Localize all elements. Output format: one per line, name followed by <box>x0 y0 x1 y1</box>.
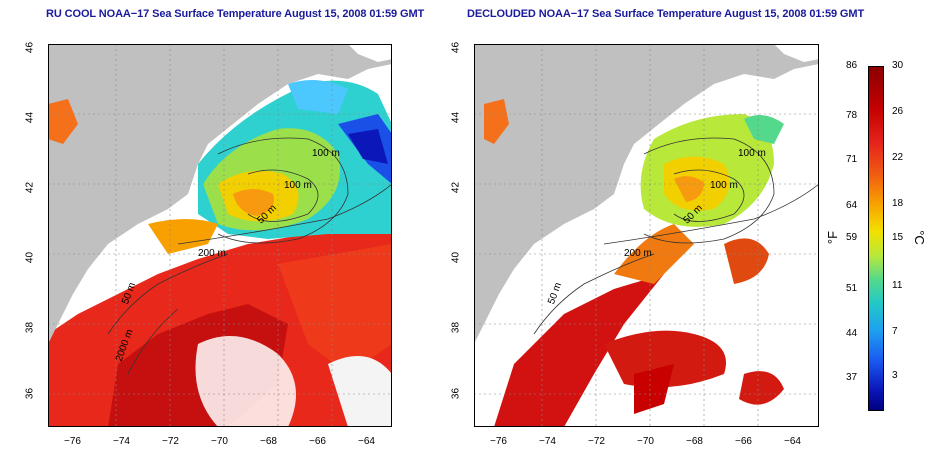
x-tick-label: −74 <box>539 436 556 447</box>
colorbar-f-tick: 86 <box>846 60 858 71</box>
colorbar-f-tick: 71 <box>846 154 858 165</box>
y-tick-label: 36 <box>450 387 462 400</box>
y-tick-label: 40 <box>450 251 462 264</box>
x-tick-label: −76 <box>490 436 507 447</box>
y-tick-label: 46 <box>450 41 462 54</box>
x-tick-label: −74 <box>113 436 130 447</box>
colorbar-c-tick: 30 <box>892 60 904 71</box>
colorbar-f-tick: 78 <box>846 110 858 121</box>
y-tick-label: 38 <box>450 321 462 334</box>
unit-celsius: °C <box>911 230 927 245</box>
y-tick-label: 46 <box>24 41 36 54</box>
temperature-colorbar <box>868 66 884 411</box>
x-tick-label: −66 <box>309 436 326 447</box>
y-tick-label: 40 <box>24 251 36 264</box>
left-sst-map: 100 m 100 m 50 m 200 m 50 m 2000 m <box>48 44 392 427</box>
y-tick-label: 44 <box>24 111 36 124</box>
colorbar-f-tick: 51 <box>846 283 858 294</box>
y-tick-label: 42 <box>24 181 36 194</box>
unit-fahrenheit: °F <box>825 230 841 245</box>
colorbar-f-tick: 37 <box>846 372 858 383</box>
contour-label: 100 m <box>738 148 766 159</box>
y-tick-label: 38 <box>24 321 36 334</box>
colorbar-c-tick: 11 <box>892 280 903 291</box>
x-tick-label: −68 <box>260 436 277 447</box>
x-tick-label: −66 <box>735 436 752 447</box>
colorbar-c-tick: 26 <box>892 106 904 117</box>
x-tick-label: −76 <box>64 436 81 447</box>
colorbar-c-tick: 3 <box>892 370 898 381</box>
colorbar-c-tick: 18 <box>892 198 904 209</box>
x-tick-label: −70 <box>637 436 654 447</box>
contour-label: 200 m <box>624 248 652 259</box>
x-tick-label: −72 <box>588 436 605 447</box>
x-tick-label: −72 <box>162 436 179 447</box>
colorbar-f-tick: 64 <box>846 200 858 211</box>
y-tick-label: 44 <box>450 111 462 124</box>
y-tick-label: 36 <box>24 387 36 400</box>
colorbar-c-tick: 7 <box>892 326 898 337</box>
contour-label: 100 m <box>312 148 340 159</box>
colorbar-f-tick: 44 <box>846 328 858 339</box>
left-map-title: RU COOL NOAA−17 Sea Surface Temperature … <box>46 8 425 20</box>
x-tick-label: −70 <box>211 436 228 447</box>
colorbar-c-tick: 22 <box>892 152 904 163</box>
contour-label: 100 m <box>284 180 312 191</box>
x-tick-label: −64 <box>784 436 801 447</box>
contour-label: 100 m <box>710 180 738 191</box>
x-tick-label: −68 <box>686 436 703 447</box>
right-sst-map: 100 m 100 m 50 m 200 m 50 m <box>474 44 819 427</box>
y-tick-label: 42 <box>450 181 462 194</box>
x-tick-label: −64 <box>358 436 375 447</box>
contour-label: 200 m <box>198 248 226 259</box>
right-map-title: DECLOUDED NOAA−17 Sea Surface Temperatur… <box>467 8 865 20</box>
colorbar-f-tick: 59 <box>846 232 858 243</box>
colorbar-c-tick: 15 <box>892 232 904 243</box>
